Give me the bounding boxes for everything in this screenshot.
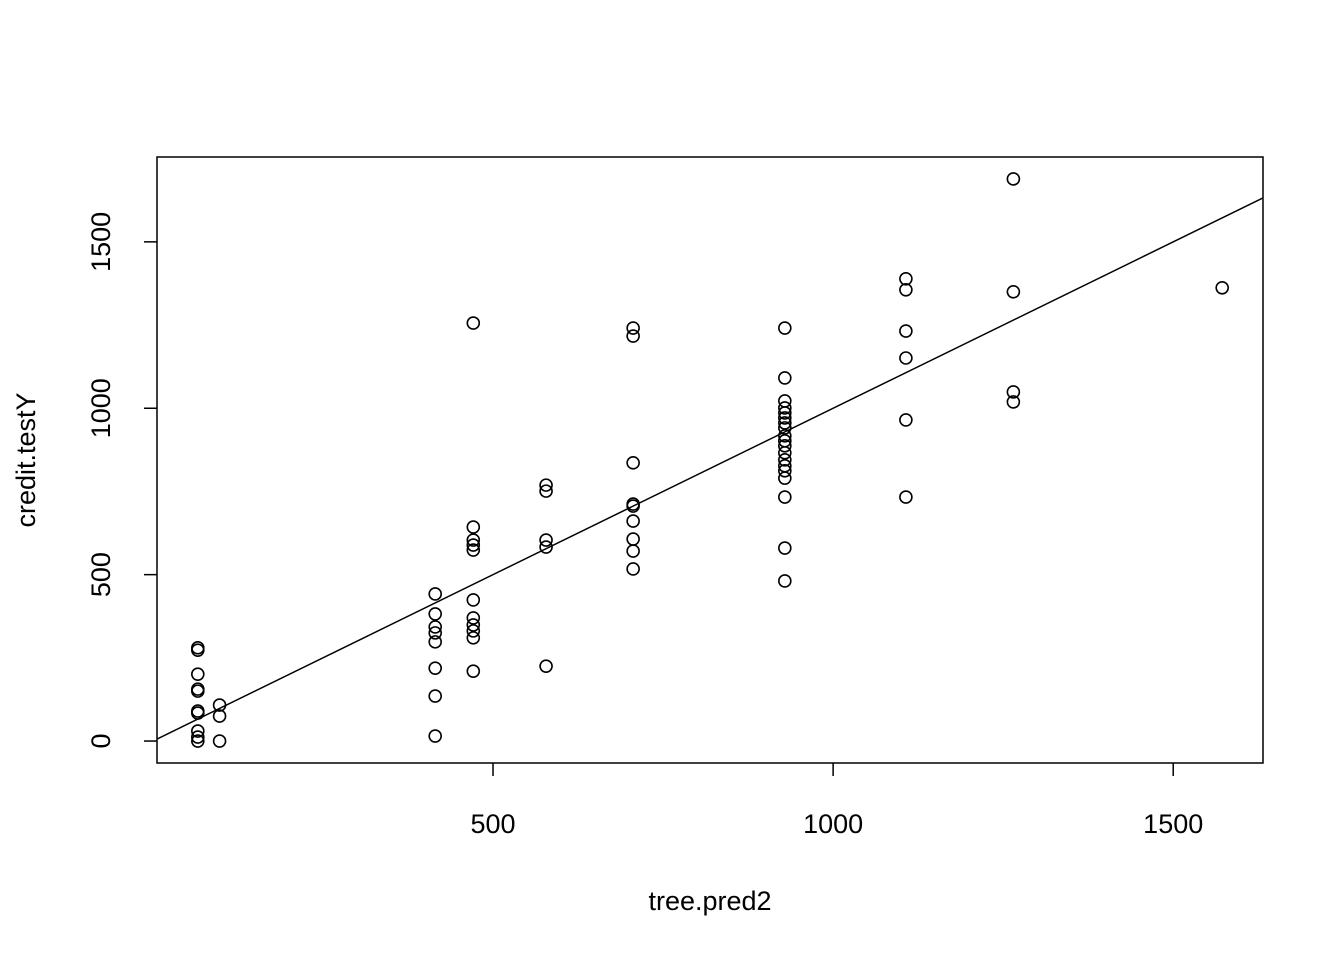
- point: [539, 540, 553, 554]
- x-tick-label: 500: [470, 809, 515, 839]
- point: [1006, 284, 1021, 299]
- point: [1006, 385, 1021, 399]
- point: [466, 618, 481, 632]
- point: [899, 490, 913, 504]
- point: [191, 684, 205, 698]
- point: [778, 453, 792, 467]
- point: [778, 574, 792, 588]
- point: [626, 532, 640, 546]
- point: [899, 351, 913, 365]
- point: [626, 329, 640, 343]
- point: [428, 626, 443, 640]
- point: [191, 667, 205, 681]
- point: [466, 664, 481, 678]
- fit-line: [157, 197, 1263, 740]
- point: [191, 643, 205, 657]
- point: [428, 635, 443, 649]
- point: [626, 544, 640, 558]
- point: [626, 562, 640, 576]
- point: [466, 593, 481, 607]
- y-tick-label: 1500: [86, 212, 116, 272]
- point: [466, 538, 481, 552]
- plot-frame: [156, 156, 1264, 764]
- point: [626, 456, 640, 470]
- point: [778, 446, 792, 460]
- point: [539, 659, 553, 673]
- point: [778, 541, 792, 555]
- point: [899, 271, 913, 286]
- point: [778, 406, 792, 420]
- point: [191, 730, 205, 744]
- point: [899, 282, 913, 297]
- point: [778, 421, 792, 435]
- point: [1215, 280, 1229, 295]
- point: [778, 411, 792, 425]
- point: [539, 533, 553, 547]
- point: [778, 464, 792, 478]
- x-tick-label: 1000: [803, 809, 863, 839]
- point: [466, 520, 481, 534]
- point: [539, 484, 553, 498]
- point: [778, 321, 792, 335]
- point: [778, 439, 792, 453]
- y-tick-label: 0: [86, 734, 116, 749]
- x-axis-label: tree.pred2: [648, 886, 771, 916]
- point: [899, 324, 913, 338]
- point: [466, 543, 481, 557]
- y-tick-label: 500: [86, 552, 116, 597]
- point: [466, 624, 481, 638]
- point: [212, 709, 227, 723]
- point: [466, 533, 481, 547]
- point: [626, 321, 640, 335]
- point: [626, 499, 640, 513]
- point: [466, 631, 481, 645]
- y-tick-label: 1000: [86, 378, 116, 438]
- point: [778, 490, 792, 504]
- point: [428, 689, 443, 703]
- point: [1006, 395, 1021, 409]
- point: [191, 724, 205, 738]
- point: [428, 729, 443, 743]
- point: [191, 734, 205, 748]
- point: [626, 514, 640, 528]
- point: [428, 587, 443, 601]
- point: [778, 429, 792, 443]
- point: [778, 394, 792, 408]
- point: [428, 661, 443, 675]
- point: [466, 611, 481, 625]
- point: [778, 471, 792, 485]
- point: [778, 371, 792, 385]
- x-tick-label: 1500: [1143, 809, 1203, 839]
- y-axis-label: credit.testY: [11, 392, 41, 527]
- point: [539, 478, 553, 492]
- point: [428, 607, 443, 621]
- point: [466, 316, 481, 330]
- point: [428, 620, 443, 634]
- point: [899, 413, 913, 427]
- point: [212, 734, 227, 748]
- point: [778, 416, 792, 430]
- point: [778, 401, 792, 415]
- point: [1006, 172, 1021, 186]
